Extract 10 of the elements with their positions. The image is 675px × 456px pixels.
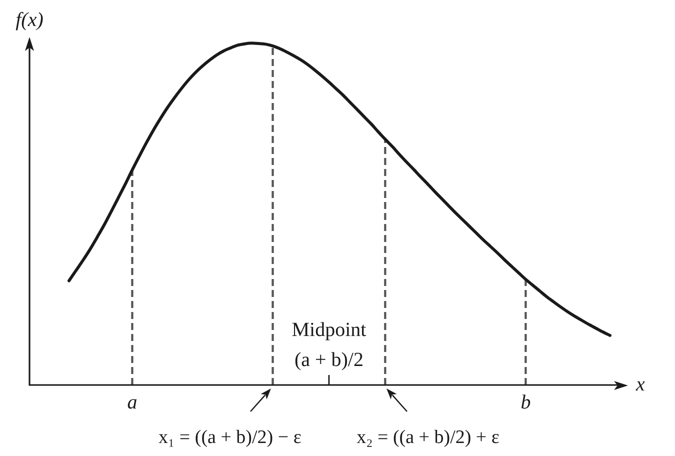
bar [524,279,527,385]
x-tick-label: a [127,391,138,414]
bar [131,170,134,385]
text: x₁ = ((a + b)/2) − ε [158,427,302,448]
bar [384,138,386,385]
x-axis-title: x [635,373,645,396]
text: x₂ = ((a + b)/2) + ε [356,427,500,448]
x-tick-label: Midpoint (a + b)/2 [292,319,367,371]
y-axis-title: f(x) [16,9,44,31]
x-tick-label: b [520,391,531,414]
